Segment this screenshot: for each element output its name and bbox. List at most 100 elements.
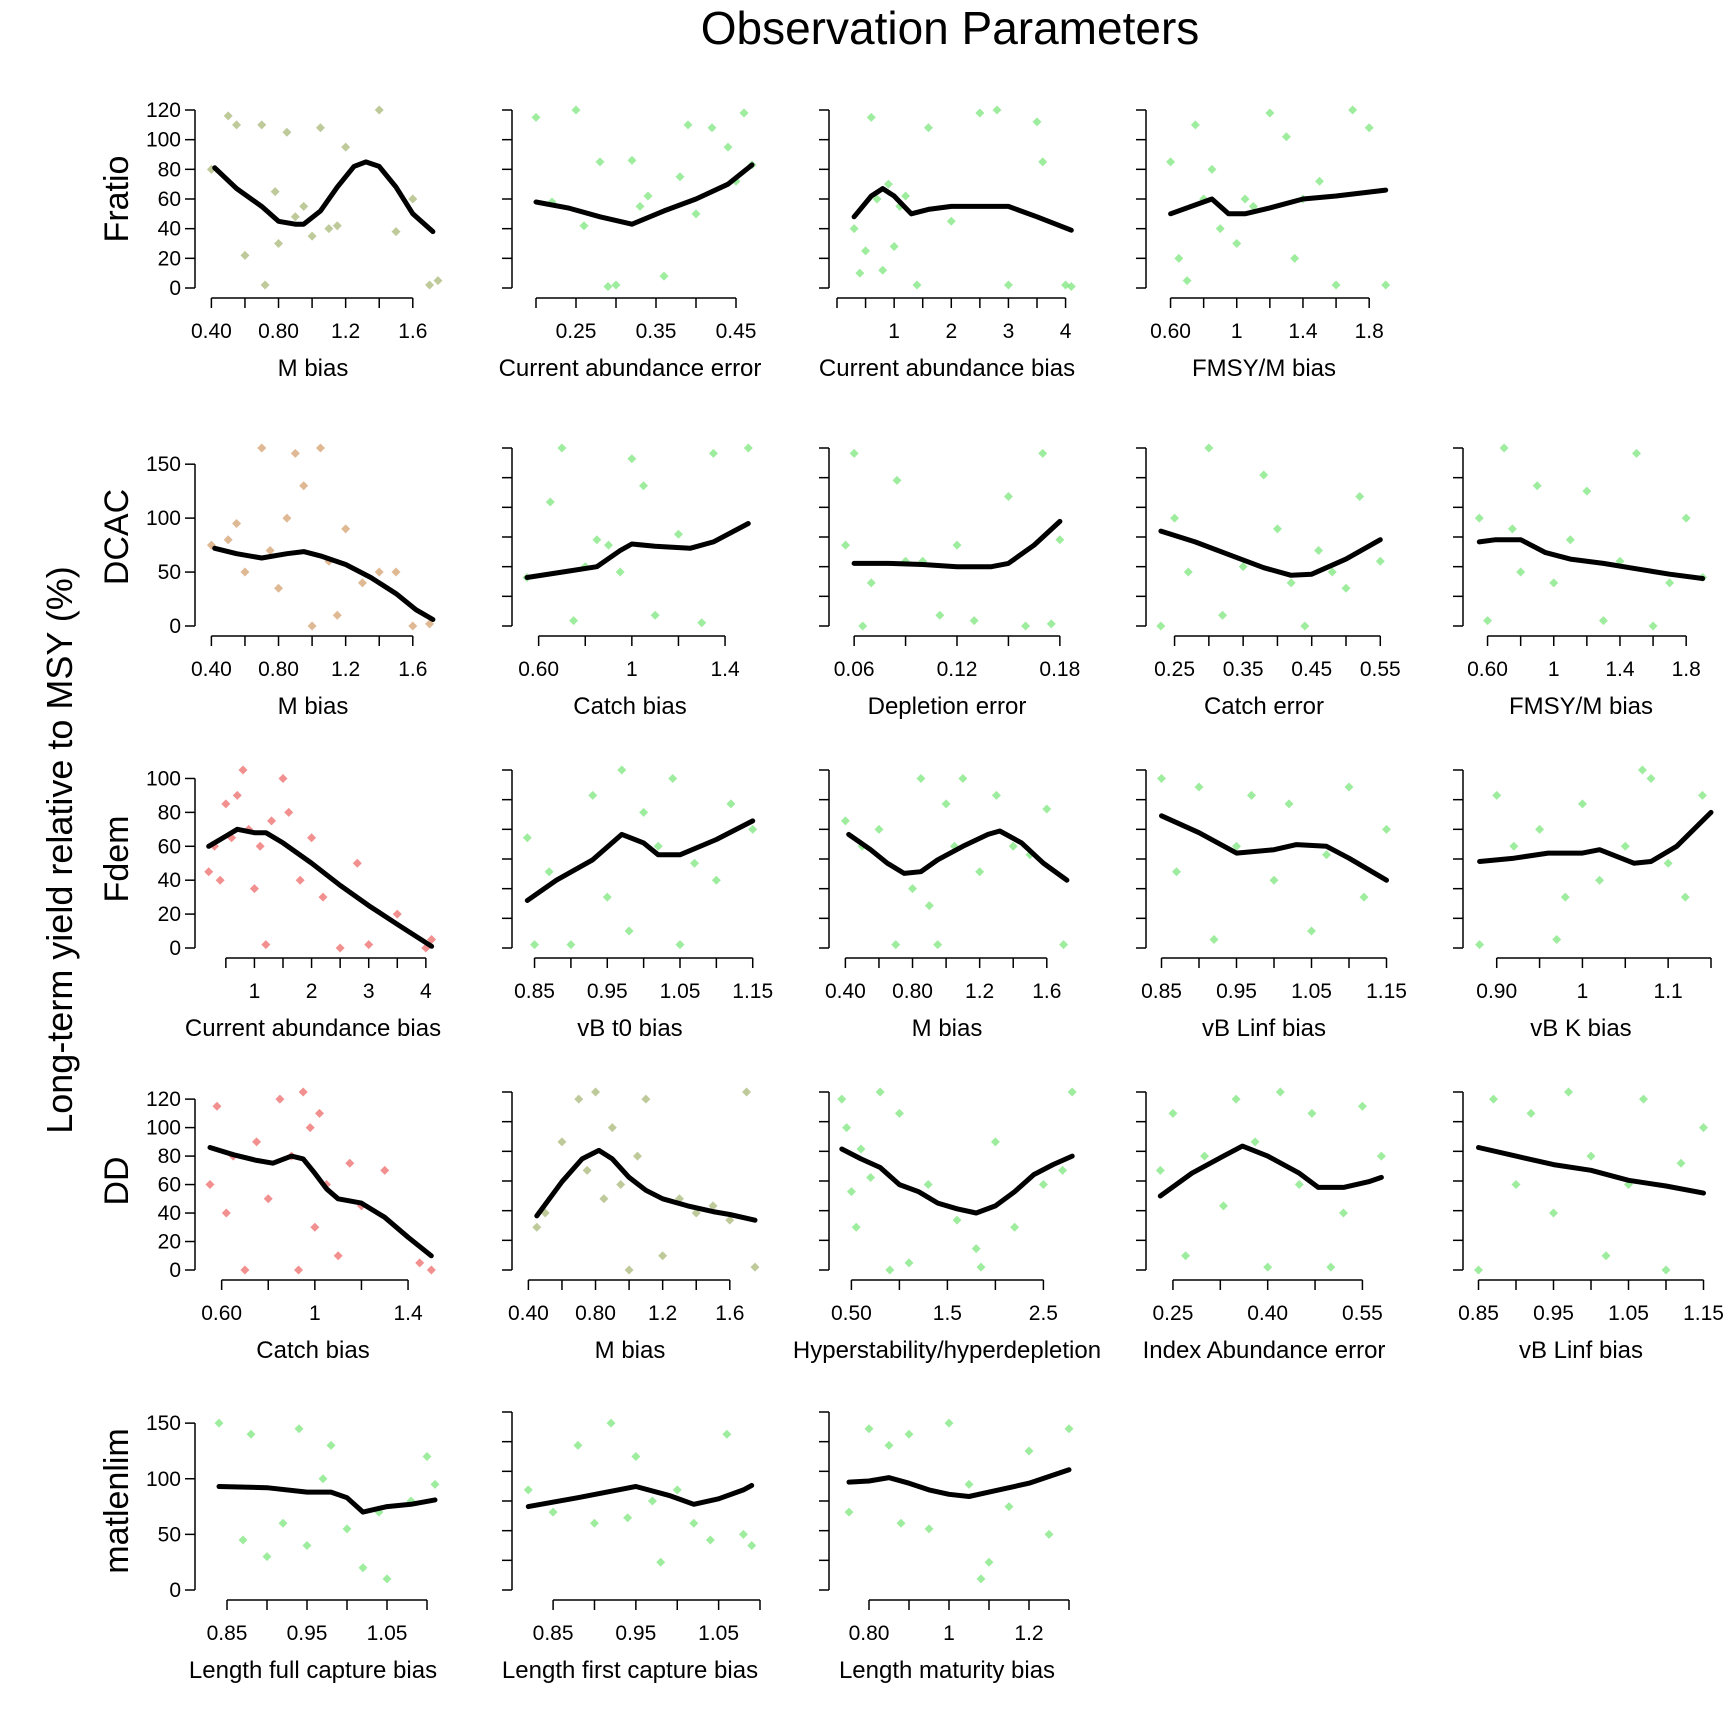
data-point	[223, 111, 233, 121]
data-point	[1215, 224, 1225, 234]
trend-line	[524, 818, 756, 903]
x-tick-label: 1.2	[1014, 1622, 1043, 1645]
data-point	[1174, 253, 1184, 263]
data-point	[252, 1137, 262, 1147]
data-point	[1507, 524, 1517, 534]
data-point	[875, 1087, 885, 1097]
y-tick-label: 0	[169, 1579, 181, 1602]
data-point	[1166, 157, 1176, 167]
data-point	[643, 191, 653, 201]
x-axis-label: Length maturity bias	[839, 1657, 1055, 1684]
data-point	[604, 540, 614, 550]
x-tick-label: 0.25	[1154, 658, 1195, 681]
x-tick-label: 1.8	[1672, 658, 1701, 681]
figure-ylabel: Long-term yield relative to MSY (%)	[39, 566, 80, 1134]
trend-line	[846, 1467, 1072, 1499]
data-point	[265, 545, 275, 555]
data-point	[975, 108, 985, 118]
data-point	[315, 123, 325, 133]
trend-line	[207, 1145, 434, 1259]
x-tick-label: 0.60	[1150, 320, 1191, 343]
trend-line	[525, 1482, 755, 1510]
x-tick-label: 0.40	[825, 980, 866, 1003]
data-point	[1200, 1151, 1210, 1161]
x-tick-label: 1	[1548, 658, 1560, 681]
method-label: Fdem	[98, 816, 136, 903]
data-point	[738, 1529, 748, 1539]
data-point	[1157, 773, 1166, 783]
data-point	[318, 1474, 328, 1484]
data-point	[1038, 157, 1048, 167]
y-tick-label: 20	[158, 1231, 181, 1254]
data-point	[310, 1222, 320, 1232]
data-point	[1681, 513, 1691, 523]
y-tick-label: 120	[146, 99, 181, 122]
x-tick-label: 1.8	[1355, 320, 1384, 343]
data-point	[545, 497, 555, 507]
y-tick-label: 0	[169, 277, 181, 300]
x-axis-label: Catch error	[1204, 693, 1324, 720]
data-point	[708, 1201, 718, 1211]
y-tick-label: 0	[169, 615, 181, 638]
data-point	[391, 227, 401, 237]
x-tick-label: 1.05	[367, 1622, 408, 1645]
data-point	[430, 1479, 440, 1489]
x-tick-label: 0.35	[1223, 658, 1264, 681]
data-point	[307, 621, 317, 631]
data-point	[697, 618, 707, 628]
x-tick-label: 0.40	[191, 658, 232, 681]
trend-line	[846, 828, 1070, 883]
data-point	[1066, 282, 1076, 292]
data-point	[1474, 513, 1484, 523]
data-point	[1207, 164, 1217, 174]
data-point	[673, 529, 683, 539]
data-point	[1168, 1108, 1178, 1118]
data-point	[544, 867, 554, 877]
data-point	[723, 142, 733, 152]
x-tick-label: 0.95	[287, 1622, 328, 1645]
x-tick-label: 0.18	[1039, 658, 1080, 681]
data-point	[707, 123, 717, 133]
x-axis-label: Depletion error	[868, 693, 1027, 720]
data-point	[1038, 448, 1048, 458]
data-point	[1699, 1123, 1708, 1133]
data-point	[659, 271, 669, 281]
x-tick-label: 0.45	[716, 320, 757, 343]
data-point	[1209, 935, 1219, 945]
x-tick-label: 0.80	[575, 1302, 616, 1325]
y-tick-label: 20	[158, 247, 181, 270]
data-point	[923, 123, 933, 133]
data-point	[1170, 513, 1180, 523]
data-point	[433, 276, 443, 286]
x-axis-label: Catch bias	[256, 1337, 369, 1364]
y-tick-label: 100	[146, 1468, 181, 1491]
data-point	[290, 212, 300, 222]
data-point	[571, 105, 581, 115]
data-point	[894, 1108, 904, 1118]
data-point	[557, 1137, 567, 1147]
data-point	[616, 1180, 626, 1190]
data-point	[324, 224, 334, 234]
data-point	[1586, 1151, 1596, 1161]
y-tick-label: 150	[146, 1412, 181, 1435]
x-tick-label: 0.40	[508, 1302, 549, 1325]
data-point	[647, 1496, 657, 1506]
x-tick-label: 0.06	[834, 658, 875, 681]
data-point	[624, 926, 634, 936]
data-point	[1355, 492, 1365, 502]
data-point	[1560, 892, 1570, 902]
data-point	[958, 773, 968, 783]
data-point	[257, 120, 267, 130]
x-tick-label: 1.15	[1366, 980, 1407, 1003]
data-point	[274, 583, 284, 593]
data-point	[946, 216, 956, 226]
data-point	[257, 443, 267, 453]
data-point	[262, 1552, 272, 1562]
data-point	[726, 799, 736, 809]
data-point	[557, 443, 567, 453]
data-point	[1182, 276, 1192, 286]
y-tick-label: 100	[146, 507, 181, 530]
data-point	[582, 1165, 592, 1175]
data-point	[1314, 545, 1324, 555]
x-tick-label: 1.2	[331, 658, 360, 681]
